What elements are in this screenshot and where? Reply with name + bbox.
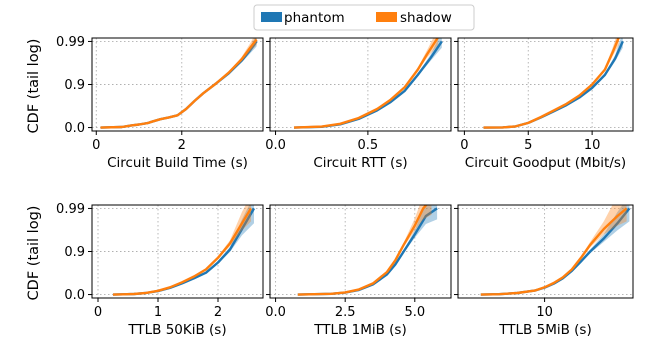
legend-label-phantom: phantom [284, 10, 345, 26]
ytick-label: 0.9 [64, 245, 85, 260]
line-phantom [483, 40, 624, 129]
ytick-label: 0.0 [64, 121, 85, 136]
xlabel: TTLB 1MiB (s) [313, 322, 406, 338]
band-phantom [297, 205, 438, 295]
line-shadow [480, 207, 628, 296]
xtick-label: 1 [154, 305, 162, 320]
ytick-label: 0.99 [56, 35, 85, 50]
legend-frame [253, 4, 475, 31]
ytick-label: 0.99 [56, 202, 85, 217]
xtick-label: 0 [460, 138, 468, 153]
band-shadow [480, 205, 627, 295]
legend-swatch-phantom [261, 12, 282, 22]
line-shadow [483, 38, 620, 129]
panel-2: 0.0 0.5 Circuit RTT (s) [265, 37, 452, 171]
legend-swatch-shadow [376, 12, 397, 22]
line-shadow [297, 205, 428, 296]
line-shadow [293, 38, 440, 129]
panel-6: 10 TTLB 5MiB (s) [454, 204, 634, 338]
band-phantom [480, 205, 630, 295]
xtick-label: 2 [214, 305, 222, 320]
xtick-label: 0.0 [265, 138, 286, 153]
row1-ylabel: CDF (tail log) [26, 39, 42, 134]
xtick-label: 5 [524, 138, 532, 153]
legend-label-shadow: shadow [400, 10, 452, 26]
band-shadow [297, 205, 432, 295]
xtick-label: 0 [92, 138, 100, 153]
row2-ylabel: CDF (tail log) [26, 206, 42, 301]
xtick-label: 2.5 [335, 305, 356, 320]
band-shadow [113, 205, 251, 295]
xlabel: TTLB 5MiB (s) [498, 322, 591, 338]
panel-5: 0.0 2.5 5.0 TTLB 1MiB (s) [265, 204, 452, 338]
xtick-label: 0.0 [265, 305, 286, 320]
line-shadow [112, 207, 253, 296]
xtick-label: 10 [536, 305, 553, 320]
panel-4: 0.0 0.9 0.99 0 1 2 TTLB 50KiB (s) [56, 202, 264, 338]
xtick-label: 0.5 [358, 138, 379, 153]
xtick-label: 5.0 [404, 305, 425, 320]
band-phantom [483, 38, 623, 128]
panel-1: 0.0 0.9 0.99 0 2 Circuit Build Time (s) [56, 35, 264, 171]
xtick-label: 2 [178, 138, 186, 153]
panel-3: 0 5 10 Circuit Goodput (Mbit/s) [454, 37, 634, 171]
xlabel: Circuit RTT (s) [313, 155, 407, 171]
xtick-label: 0 [94, 305, 102, 320]
ytick-label: 0.0 [64, 288, 85, 303]
ytick-label: 0.9 [64, 78, 85, 93]
xlabel: Circuit Goodput (Mbit/s) [465, 155, 626, 171]
line-shadow [100, 38, 258, 129]
legend: phantom shadow [253, 4, 475, 31]
xlabel: TTLB 50KiB (s) [127, 322, 226, 338]
xtick-label: 10 [584, 138, 601, 153]
xlabel: Circuit Build Time (s) [107, 155, 248, 171]
